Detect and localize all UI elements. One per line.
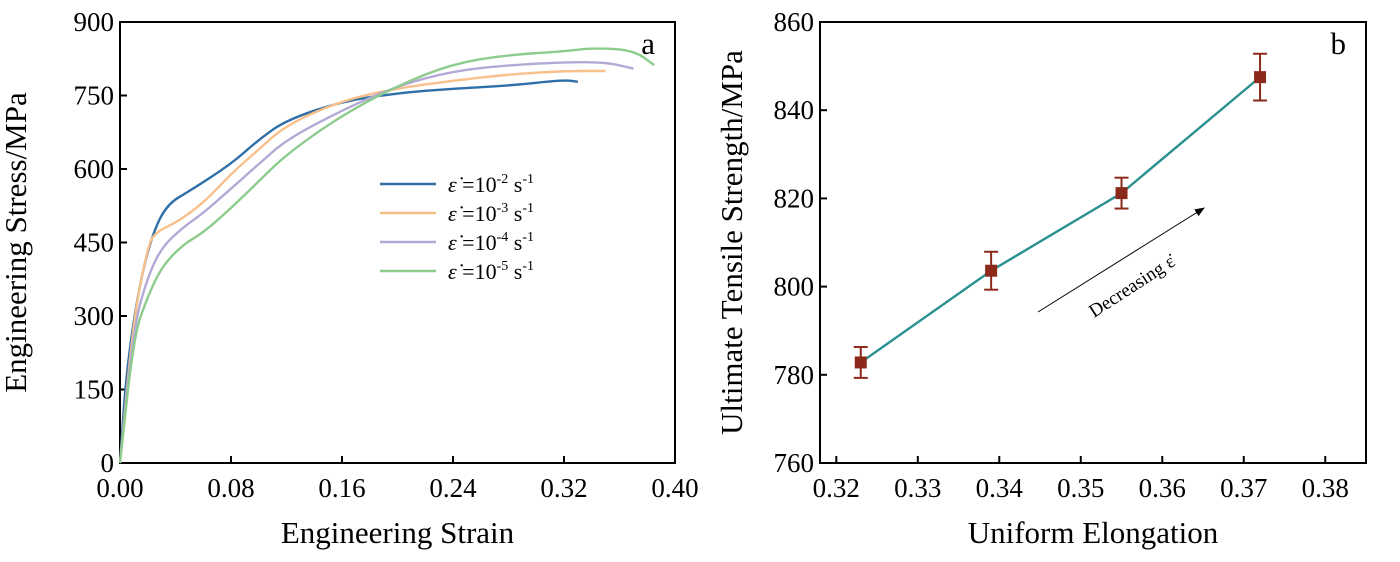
y-tick-label: 900	[74, 7, 115, 37]
data-point	[854, 356, 867, 369]
x-tick-label: 0.32	[813, 473, 860, 503]
x-tick-label: 0.08	[207, 473, 254, 503]
x-tick-label: 0.24	[429, 473, 477, 503]
y-axis-title: Engineering Stress/MPa	[0, 92, 33, 393]
y-tick-label: 800	[774, 272, 815, 302]
x-tick-label: 0.37	[1220, 473, 1267, 503]
x-tick-label: 0.35	[1057, 473, 1104, 503]
trend-arrow	[1037, 207, 1205, 313]
x-tick-label: 0.32	[540, 473, 587, 503]
series-line-2	[118, 60, 634, 464]
legend-label-2: ε̇ =10-4 s-1	[448, 230, 534, 255]
series-line-1	[118, 69, 606, 464]
y-tick-label: 600	[74, 154, 115, 184]
y-tick-label: 0	[101, 448, 115, 478]
y-tick-label: 750	[74, 81, 115, 111]
legend-label-0: ε̇ =10-2 s-1	[448, 172, 534, 197]
y-tick-label: 860	[774, 7, 815, 37]
x-axis-title: Engineering Strain	[281, 515, 515, 550]
legend-label-1: ε̇ =10-3 s-1	[448, 201, 534, 226]
data-point	[985, 264, 998, 277]
y-tick-label: 840	[774, 95, 815, 125]
x-tick-label: 0.00	[96, 473, 143, 503]
x-tick-label: 0.36	[1139, 473, 1186, 503]
y-axis-title: Ultimate Tensile Strength/MPa	[714, 50, 749, 435]
data-point	[1115, 187, 1128, 200]
data-point	[1254, 71, 1267, 84]
plot-frame	[819, 21, 1367, 464]
panel-label: b	[1331, 26, 1347, 61]
panel-label: a	[641, 26, 655, 61]
y-tick-label: 760	[774, 448, 815, 478]
y-tick-label: 450	[74, 228, 115, 258]
x-tick-label: 0.34	[976, 473, 1024, 503]
y-tick-label: 150	[74, 375, 115, 405]
x-tick-label: 0.33	[894, 473, 941, 503]
y-tick-label: 820	[774, 183, 815, 213]
y-tick-label: 780	[774, 360, 815, 390]
x-tick-label: 0.40	[651, 473, 698, 503]
y-tick-label: 300	[74, 301, 115, 331]
legend-label-3: ε̇ =10-5 s-1	[448, 259, 534, 284]
series-line	[860, 76, 1261, 364]
x-tick-label: 0.38	[1302, 473, 1349, 503]
x-axis-title: Uniform Elongation	[968, 515, 1219, 550]
series-line-3	[118, 47, 655, 464]
x-tick-label: 0.16	[318, 473, 365, 503]
annotation-text: Decreasing ε̇	[1085, 250, 1180, 322]
